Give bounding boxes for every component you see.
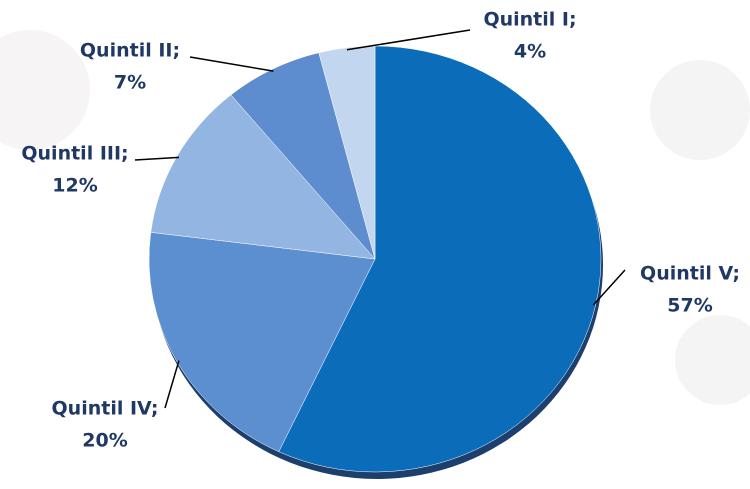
background-blob [650,60,750,160]
slice-value-label: 20% [82,430,127,452]
slice-label: Quintil I; [483,9,576,31]
background-blob [675,315,750,405]
background-blob [0,30,90,150]
leader-line [189,56,274,72]
slice-value-label: 12% [52,175,97,197]
leader-line [346,29,471,51]
leader-line [134,156,179,161]
leader-line [164,360,180,409]
slice-value-label: 7% [114,72,146,94]
slice-label: Quintil V; [640,263,740,285]
pie-slice [278,45,602,473]
slice-label: Quintil IV; [52,398,159,420]
pie-slice [148,232,376,453]
slice-value-label: 57% [667,295,712,317]
leader-line [592,269,626,306]
slice-label: Quintil II; [80,40,180,62]
slice-value-label: 4% [514,41,546,63]
pie-slice [150,94,376,260]
slice-label: Quintil III; [21,143,128,165]
